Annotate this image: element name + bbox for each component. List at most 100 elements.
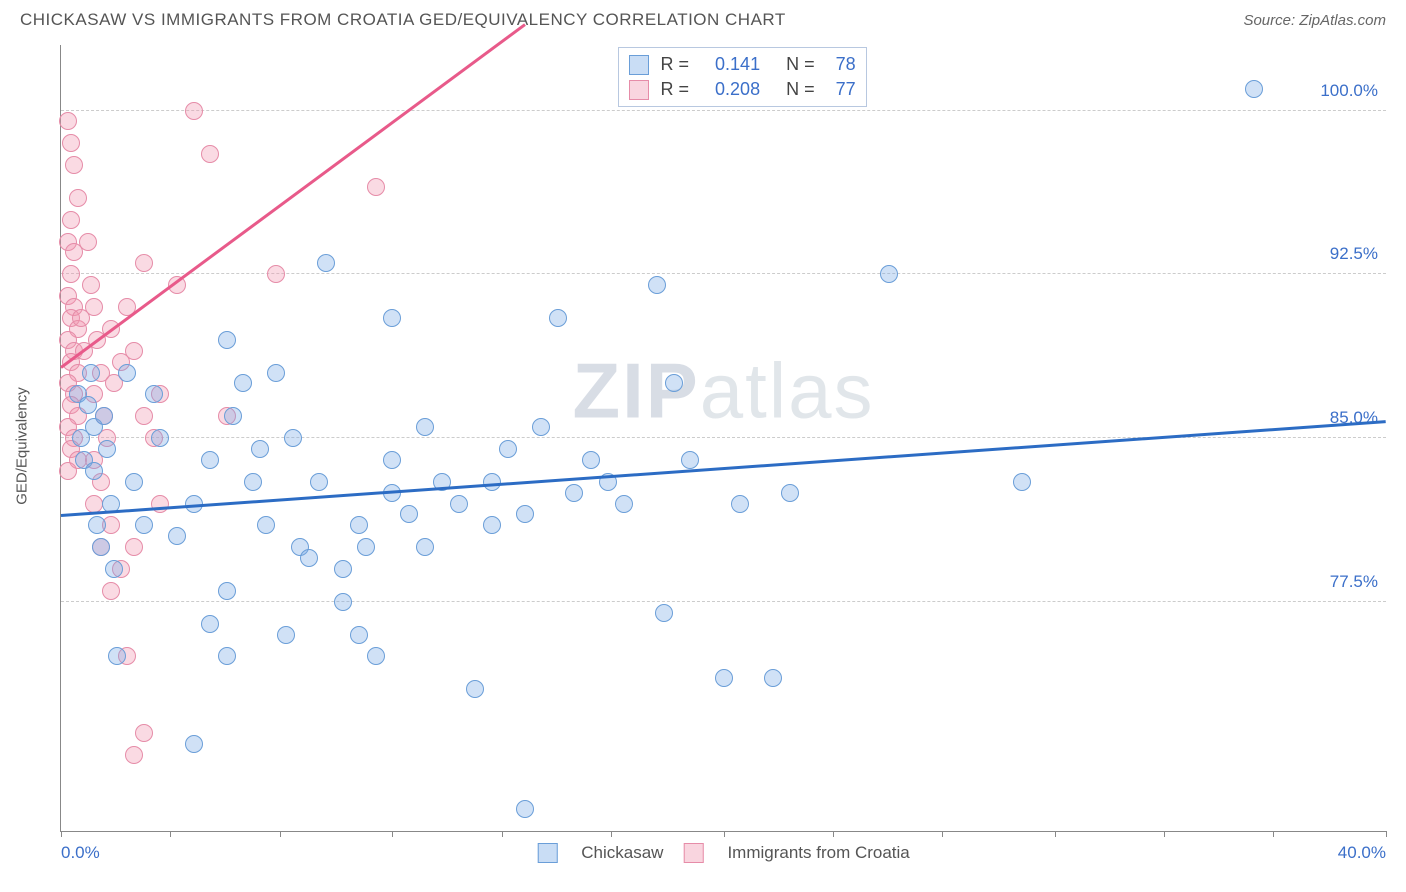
x-tick (1055, 831, 1056, 837)
data-point (82, 364, 100, 382)
data-point (383, 451, 401, 469)
data-point (267, 265, 285, 283)
swatch-icon (537, 843, 557, 863)
data-point (655, 604, 673, 622)
data-point (168, 527, 186, 545)
data-point (357, 538, 375, 556)
data-point (400, 505, 418, 523)
x-tick-label: 0.0% (61, 843, 100, 863)
data-point (201, 615, 219, 633)
data-point (334, 560, 352, 578)
data-point (483, 473, 501, 491)
data-point (59, 462, 77, 480)
data-point (516, 505, 534, 523)
data-point (450, 495, 468, 513)
data-point (582, 451, 600, 469)
data-point (125, 538, 143, 556)
data-point (781, 484, 799, 502)
data-point (218, 647, 236, 665)
data-point (244, 473, 262, 491)
data-point (681, 451, 699, 469)
swatch-icon (683, 843, 703, 863)
data-point (88, 516, 106, 534)
x-tick (1164, 831, 1165, 837)
data-point (416, 418, 434, 436)
data-point (367, 647, 385, 665)
chart-title: CHICKASAW VS IMMIGRANTS FROM CROATIA GED… (20, 10, 786, 30)
data-point (1013, 473, 1031, 491)
data-point (715, 669, 733, 687)
data-point (65, 156, 83, 174)
data-point (257, 516, 275, 534)
data-point (731, 495, 749, 513)
data-point (277, 626, 295, 644)
data-point (516, 800, 534, 818)
chart-area: GED/Equivalency ZIPatlas R = 0.141 N = 7… (50, 45, 1386, 847)
data-point (615, 495, 633, 513)
data-point (201, 451, 219, 469)
data-point (85, 462, 103, 480)
data-point (145, 385, 163, 403)
data-point (151, 429, 169, 447)
data-point (350, 626, 368, 644)
x-tick (280, 831, 281, 837)
data-point (251, 440, 269, 458)
data-point (499, 440, 517, 458)
data-point (416, 538, 434, 556)
data-point (310, 473, 328, 491)
data-point (532, 418, 550, 436)
data-point (317, 254, 335, 272)
data-point (69, 189, 87, 207)
data-point (135, 407, 153, 425)
data-point (105, 560, 123, 578)
x-tick (833, 831, 834, 837)
x-tick (392, 831, 393, 837)
watermark: ZIPatlas (572, 345, 874, 436)
plot-region: ZIPatlas R = 0.141 N = 78 R = 0.208 N = … (60, 45, 1386, 832)
data-point (350, 516, 368, 534)
data-point (125, 746, 143, 764)
x-tick (1386, 831, 1387, 837)
data-point (135, 516, 153, 534)
data-point (284, 429, 302, 447)
stats-legend: R = 0.141 N = 78 R = 0.208 N = 77 (618, 47, 867, 107)
data-point (367, 178, 385, 196)
data-point (108, 647, 126, 665)
data-point (62, 211, 80, 229)
data-point (92, 538, 110, 556)
data-point (98, 440, 116, 458)
data-point (95, 407, 113, 425)
y-axis-label: GED/Equivalency (14, 387, 31, 505)
data-point (218, 582, 236, 600)
trend-line (61, 421, 1386, 518)
data-point (300, 549, 318, 567)
x-tick (502, 831, 503, 837)
data-point (85, 298, 103, 316)
data-point (234, 374, 252, 392)
data-point (79, 233, 97, 251)
data-point (59, 112, 77, 130)
data-point (648, 276, 666, 294)
data-point (185, 102, 203, 120)
data-point (102, 582, 120, 600)
data-point (483, 516, 501, 534)
data-point (62, 134, 80, 152)
data-point (125, 342, 143, 360)
data-point (135, 724, 153, 742)
y-tick-label: 100.0% (1320, 81, 1378, 101)
data-point (665, 374, 683, 392)
data-point (85, 495, 103, 513)
y-tick-label: 77.5% (1330, 572, 1378, 592)
data-point (135, 254, 153, 272)
data-point (218, 331, 236, 349)
data-point (224, 407, 242, 425)
data-point (79, 396, 97, 414)
grid-line (61, 273, 1386, 274)
swatch-icon (629, 55, 649, 75)
data-point (764, 669, 782, 687)
data-point (125, 473, 143, 491)
data-point (201, 145, 219, 163)
data-point (466, 680, 484, 698)
series-legend: Chickasaw Immigrants from Croatia (537, 843, 910, 863)
grid-line (61, 601, 1386, 602)
